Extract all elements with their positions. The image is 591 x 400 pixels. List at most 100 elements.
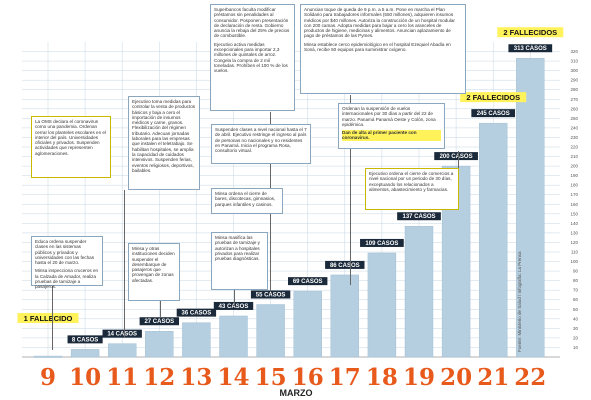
bar-label: 55 CASOS: [256, 293, 286, 299]
bar-label-bg: [288, 277, 328, 286]
y-tick-label: 110: [571, 250, 579, 255]
annotation-text: Anuncian toque de queda de 9 p.m. a 5 a.…: [304, 7, 455, 39]
bar-label-bg: [508, 44, 553, 53]
annotation-text: Minsa establece cerco epidemiológico en …: [304, 41, 451, 53]
y-tick-label: 250: [570, 116, 578, 121]
y-tick-label: 120: [570, 240, 578, 245]
y-tick-label: 160: [570, 202, 578, 207]
connector-line: [234, 290, 235, 306]
bar-label: 109 CASOS: [365, 241, 398, 247]
annotation-text: La OMS declara el coronavirus como una p…: [35, 119, 106, 156]
bar-label: 200 CASOS: [440, 154, 473, 160]
bar-label-bg: [139, 317, 179, 326]
day-number: 10: [69, 364, 101, 391]
annotation-day-15: Suspenden clases a nivel nacional hasta …: [211, 124, 311, 164]
y-tick-label: 90: [573, 269, 579, 274]
annotation-text: Educa ordena suspender clases en las sis…: [35, 239, 94, 266]
connector-line: [350, 95, 351, 285]
y-tick-label: 100: [570, 259, 578, 264]
annotation-text: Minsa ordena el cierre de bares, discote…: [215, 191, 276, 207]
death-label-bg: [460, 92, 527, 103]
death-labels: 1 FALLECIDO 2 FALLECIDOS 2 FALLECIDOS: [17, 27, 564, 324]
y-tick-label: 240: [570, 125, 578, 130]
day-number: 15: [255, 364, 287, 391]
annotation-highlight: Dan de alta al primer paciente con coron…: [342, 130, 441, 141]
bar: [182, 322, 211, 358]
day-number: 11: [106, 364, 138, 391]
bar-label: 36 CASOS: [182, 311, 212, 317]
y-tick-label: 130: [570, 230, 578, 235]
death-label-bg: [497, 27, 564, 38]
day-number: 20: [440, 364, 472, 391]
annotation-text: Ejecutivo activa medidas excepcionales p…: [214, 41, 288, 74]
y-tick-label: 140: [570, 221, 578, 226]
day-number: 12: [143, 364, 175, 391]
bar-labels: 8 CASOS 14 CASOS 27 CASOS 36 CASOS 43 CASOS 5…: [67, 44, 553, 344]
death-label: 1 FALLECIDO: [24, 314, 73, 323]
bar-label: 43 CASOS: [219, 304, 249, 310]
day-number: 18: [366, 364, 398, 391]
bar: [70, 349, 100, 358]
annotation-day-12b: Minsa y otras instituciones deciden susp…: [128, 243, 180, 301]
annotation-day-19: Ejecutivo ordena el cierre de comercios …: [365, 168, 459, 210]
y-tick-label: 60: [573, 297, 579, 302]
annotation-text: Ejecutivo ordena el cierre de comercios …: [369, 171, 454, 192]
source-note: Fuente: Ministerio de Salud / Infografía…: [517, 251, 522, 352]
y-tick-label: 180: [570, 183, 578, 188]
annotation-day-14: Minsa masifica las pruebas de tamizaje y…: [211, 232, 268, 290]
bar: [256, 304, 285, 358]
annotation-text: Superbancos faculta modificar préstamos …: [214, 7, 290, 39]
connector-line: [160, 300, 161, 318]
y-tick-label: 80: [573, 278, 579, 283]
annotation-day-20: Ordenan la suspensión de vuelos internac…: [338, 103, 445, 149]
day-number: 21: [477, 364, 509, 391]
y-tick-label: 230: [570, 135, 578, 140]
day-numbers: 9 10 11 12 13 14 15 16 17 18 19 20 21 22: [40, 364, 546, 391]
bar-label-bg: [434, 152, 478, 161]
annotation-day-10: Educa ordena suspender clases en las sis…: [31, 236, 103, 289]
bar-label-bg: [471, 109, 516, 118]
day-number: 14: [217, 364, 249, 391]
annotation-day-12: Ejecutivo toma medidas para controlar la…: [128, 96, 200, 190]
annotation-text: Ordenan la suspensión de vuelos internac…: [342, 106, 436, 127]
bar-label-bg: [325, 260, 365, 269]
y-tick-label: 290: [570, 78, 578, 83]
death-label-bg: [17, 313, 79, 324]
annotation-text: Minsa y otras instituciones deciden susp…: [132, 246, 175, 283]
bar: [330, 274, 359, 358]
bar: [516, 58, 545, 358]
bar-label-bg: [213, 301, 254, 310]
y-tick-label: 170: [570, 192, 578, 197]
y-tick-label: 280: [570, 87, 578, 92]
y-tick-label: 210: [570, 154, 578, 159]
day-number: 9: [40, 364, 56, 391]
bar-label: 86 CASOS: [330, 263, 360, 269]
bar-label: 137 CASOS: [402, 214, 435, 220]
y-tick-label: 150: [570, 211, 578, 216]
bar: [33, 355, 63, 358]
bar-label-bg: [360, 238, 404, 247]
bar-label-bg: [397, 212, 441, 221]
day-number: 17: [329, 364, 361, 391]
bar: [219, 315, 248, 358]
x-axis-label: MARZO: [280, 388, 313, 398]
y-axis-ticks: 10 20 30 40 50 60 70 80 90 100 110 120 130 140 150 160 1…: [570, 49, 578, 350]
death-label: 2 FALLECIDOS: [503, 28, 557, 37]
y-tick-label: 50: [573, 307, 579, 312]
y-tick-label: 320: [570, 49, 578, 54]
bar-label-bg: [102, 329, 142, 338]
y-tick-label: 200: [570, 164, 578, 169]
annotation-day-16: Minsa ordena el cierre de bares, discote…: [211, 188, 283, 214]
day-number: 13: [180, 364, 212, 391]
y-tick-label: 310: [570, 59, 578, 64]
bar: [479, 122, 508, 358]
bar: [367, 252, 397, 358]
connector-line: [458, 151, 459, 175]
y-tick-label: 40: [573, 316, 579, 321]
annotation-text: Ejecutivo toma medidas para controlar la…: [132, 99, 196, 173]
day-number: 19: [403, 364, 435, 391]
bar-label: 14 CASOS: [107, 332, 137, 338]
bar-label: 69 CASOS: [293, 279, 323, 285]
bar-label: 313 CASOS: [514, 46, 547, 52]
connector-line: [52, 285, 53, 350]
